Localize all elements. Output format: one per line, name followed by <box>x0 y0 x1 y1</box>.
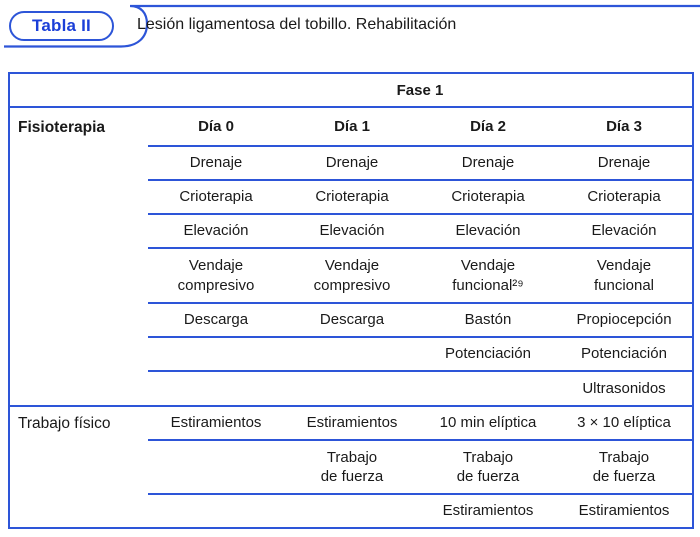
phase-header-row: Fase 1 <box>10 74 692 108</box>
table-cell <box>284 338 420 370</box>
row-label-empty <box>10 372 148 405</box>
table-cell: Crioterapia <box>179 188 253 206</box>
row-strip: Crioterapia Crioterapia Crioterapia Crio… <box>148 181 692 215</box>
table-cell: Propiocepción <box>576 311 672 329</box>
rehabilitation-table: Fase 1 Fisioterapia Día 0 Día 1 Día 2 Dí… <box>8 72 694 529</box>
table-row: Trabajo físico Estiramientos Estiramient… <box>10 407 692 441</box>
table-cell <box>148 338 284 370</box>
table-cell: Vendaje compresivo <box>177 257 255 294</box>
row-label-empty <box>10 495 148 527</box>
header-swoosh-decoration <box>4 4 700 48</box>
figure-title: Lesión ligamentosa del tobillo. Rehabili… <box>137 16 457 33</box>
table-cell: Estiramientos <box>170 414 262 432</box>
table-cell: Drenaje <box>325 154 379 172</box>
row-strip: Trabajo de fuerza Trabajo de fuerza Trab… <box>148 441 692 495</box>
table-cell: Crioterapia <box>315 188 389 206</box>
table-cell: Descarga <box>183 311 249 329</box>
table-cell: Vendaje funcional <box>593 257 655 294</box>
table-cell: 10 min elíptica <box>439 414 537 432</box>
row-label-empty <box>10 215 148 249</box>
row-strip: Potenciación Potenciación <box>148 338 692 372</box>
table-cell <box>148 372 284 405</box>
table-row: Elevación Elevación Elevación Elevación <box>10 215 692 249</box>
section-label-fisioterapia: Fisioterapia <box>18 118 105 136</box>
table-row: Estiramientos Estiramientos <box>10 495 692 527</box>
phase-header-cell: Fase 1 <box>396 81 444 99</box>
row-strip: Vendaje compresivo Vendaje compresivo Ve… <box>148 249 692 304</box>
row-label-empty <box>10 441 148 495</box>
table-number-label: Tabla II <box>32 16 91 35</box>
table-cell: Drenaje <box>461 154 515 172</box>
column-header-row: Fisioterapia Día 0 Día 1 Día 2 Día 3 <box>10 108 692 147</box>
table-row: Ultrasonidos <box>10 372 692 405</box>
row-strip: Estiramientos Estiramientos <box>148 495 692 527</box>
table-cell: Drenaje <box>597 154 651 172</box>
table-cell: Trabajo de fuerza <box>456 448 520 486</box>
table-cell: Vendaje funcional²⁹ <box>452 257 524 294</box>
table-cell: Elevación <box>319 222 385 240</box>
row-label-empty <box>10 147 148 181</box>
table-row: Descarga Descarga Bastón Propiocepción <box>10 304 692 338</box>
table-cell: Potenciación <box>581 345 667 363</box>
table-cell: 3 × 10 elíptica <box>577 414 671 432</box>
row-strip: Ultrasonidos <box>148 372 692 405</box>
table-cell: Potenciación <box>445 345 531 363</box>
row-label-empty <box>10 249 148 304</box>
table-cell: Estiramientos <box>442 502 534 520</box>
table-row: Crioterapia Crioterapia Crioterapia Crio… <box>10 181 692 215</box>
table-cell <box>284 372 420 405</box>
table-cell: Ultrasonidos <box>582 379 666 397</box>
row-label-empty <box>10 181 148 215</box>
table-cell: Bastón <box>464 311 512 329</box>
table-cell: Elevación <box>591 222 657 240</box>
section-trabajo-fisico: Trabajo físico Estiramientos Estiramient… <box>10 405 692 527</box>
table-cell: Elevación <box>183 222 249 240</box>
table-cell: Descarga <box>319 311 385 329</box>
figure-header: Tabla II Lesión ligamentosa del tobillo.… <box>0 0 700 58</box>
column-header-strip: Día 0 Día 1 Día 2 Día 3 <box>148 108 692 147</box>
table-cell: Trabajo de fuerza <box>320 448 384 486</box>
row-strip: Estiramientos Estiramientos 10 min elípt… <box>148 407 692 441</box>
table-cell: Estiramientos <box>578 502 670 520</box>
table-cell: Trabajo de fuerza <box>592 448 656 486</box>
table-cell: Drenaje <box>189 154 243 172</box>
table-cell: Crioterapia <box>587 188 661 206</box>
column-header-dia-0: Día 0 <box>198 117 234 135</box>
column-header-dia-2: Día 2 <box>470 117 506 135</box>
table-cell <box>284 495 420 527</box>
table-row: Vendaje compresivo Vendaje compresivo Ve… <box>10 249 692 304</box>
table-number-badge: Tabla II <box>9 11 114 41</box>
table-cell: Crioterapia <box>451 188 525 206</box>
section-label-trabajo-fisico: Trabajo físico <box>18 415 111 432</box>
section-fisioterapia: Fisioterapia Día 0 Día 1 Día 2 Día 3 Dre… <box>10 108 692 405</box>
row-label-empty <box>10 304 148 338</box>
table-cell: Elevación <box>455 222 521 240</box>
table-cell <box>148 495 284 527</box>
table-cell <box>420 372 556 405</box>
row-strip: Drenaje Drenaje Drenaje Drenaje <box>148 147 692 181</box>
table-cell: Vendaje compresivo <box>313 257 391 294</box>
table-cell <box>148 441 284 493</box>
table-row: Trabajo de fuerza Trabajo de fuerza Trab… <box>10 441 692 495</box>
table-row: Drenaje Drenaje Drenaje Drenaje <box>10 147 692 181</box>
row-strip: Elevación Elevación Elevación Elevación <box>148 215 692 249</box>
row-strip: Descarga Descarga Bastón Propiocepción <box>148 304 692 338</box>
table-cell: Estiramientos <box>306 414 398 432</box>
column-header-dia-1: Día 1 <box>334 117 370 135</box>
column-header-dia-3: Día 3 <box>606 117 642 135</box>
row-label-empty <box>10 338 148 372</box>
table-row: Potenciación Potenciación <box>10 338 692 372</box>
